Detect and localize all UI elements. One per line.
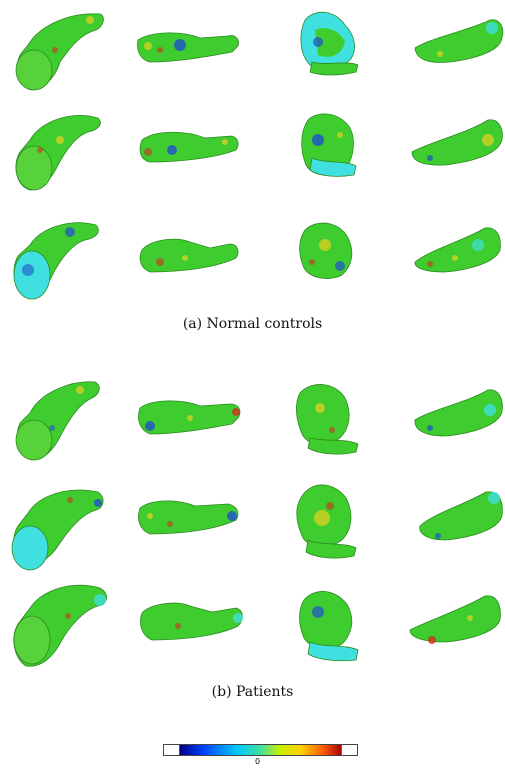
patient-shape-r3-c2: [140, 602, 243, 641]
control-shape-r1-c3: [300, 11, 359, 76]
patient-shape-r1-c2: [138, 400, 241, 435]
patient-shape-r3-c3: [299, 591, 359, 662]
colorbar: [163, 744, 358, 756]
patients-panel: [0, 368, 505, 668]
control-shape-r1-c4: [414, 19, 504, 63]
control-shape-r3-c2: [139, 238, 239, 273]
caption-normal-controls: (a) Normal controls: [182, 316, 323, 332]
patient-shape-r2-c4: [419, 491, 503, 541]
patients-shapes: [11, 381, 503, 667]
patient-shape-r3-c4: [409, 595, 501, 644]
colorbar-tick-label: 0: [255, 757, 261, 766]
control-shape-r3-c3: [299, 222, 353, 279]
caption-patients: (b) Patients: [211, 684, 294, 700]
patient-shape-r2-c2: [138, 500, 239, 535]
control-shape-r2-c1: [15, 115, 101, 191]
controls-panel: [0, 0, 505, 310]
control-shape-r3-c4: [414, 227, 501, 273]
patient-shape-r2-c1: [11, 489, 104, 571]
controls-shapes: [13, 11, 504, 300]
control-shape-r3-c1: [13, 222, 99, 300]
control-shape-r2-c2: [139, 131, 239, 163]
patient-shape-r1-c1: [15, 381, 100, 461]
patient-shape-r1-c3: [296, 384, 359, 455]
patient-shape-r1-c4: [414, 389, 503, 437]
control-shape-r1-c1: [15, 13, 104, 91]
patient-shape-r2-c3: [296, 484, 357, 559]
control-shape-r2-c3: [301, 113, 357, 177]
control-shape-r1-c2: [137, 32, 239, 63]
patient-shape-r3-c1: [13, 584, 107, 667]
control-shape-r2-c4: [411, 119, 503, 166]
